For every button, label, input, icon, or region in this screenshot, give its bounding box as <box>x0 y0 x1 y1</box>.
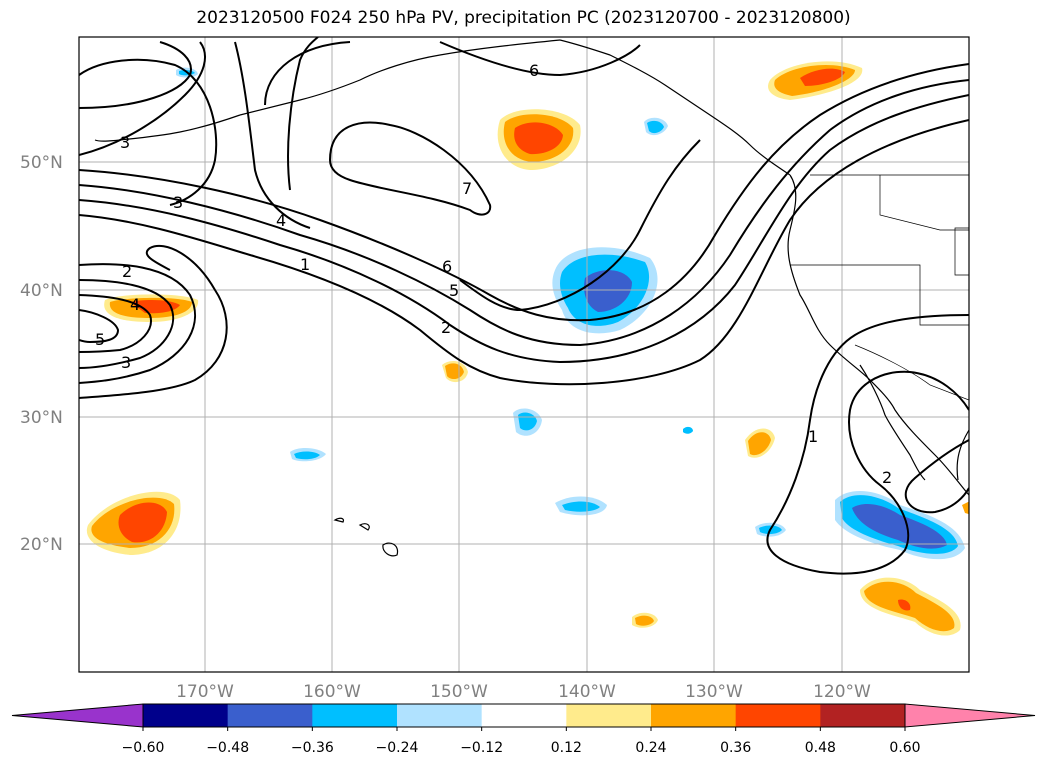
colorbar-segment <box>651 704 737 727</box>
precip-positive-anomalies <box>86 61 969 636</box>
contour-label: 2 <box>441 318 451 337</box>
contour-label: 3 <box>121 353 131 372</box>
graticule <box>79 37 969 672</box>
colorbar-segment <box>481 704 567 727</box>
colorbar-segment <box>820 704 906 727</box>
contour-label: 7 <box>462 179 472 198</box>
lon-label: 170°W <box>176 682 234 702</box>
contour-label: 5 <box>95 330 105 349</box>
contour-label: 2 <box>122 262 132 281</box>
lat-label: 50°N <box>20 153 63 173</box>
country-borders <box>790 174 969 401</box>
contour-label: 6 <box>529 61 539 80</box>
contour-label: 3 <box>120 133 130 152</box>
colorbar-segment <box>735 704 821 727</box>
colorbar-tick-label: 0.12 <box>551 740 582 756</box>
colorbar-tick-label: −0.48 <box>206 740 249 756</box>
latitude-labels: 50°N 40°N 30°N 20°N <box>20 153 63 555</box>
colorbar-tick-labels: −0.60 −0.48 −0.36 −0.24 −0.12 0.12 0.24 0.36 0.4… <box>122 727 921 756</box>
colorbar <box>11 703 1036 728</box>
colorbar-tick-label: −0.24 <box>376 740 419 756</box>
lat-label: 30°N <box>20 408 63 428</box>
lon-label: 150°W <box>430 682 488 702</box>
colorbar-tick-label: −0.12 <box>460 740 503 756</box>
longitude-labels: 170°W 160°W 150°W 140°W 130°W 120°W <box>176 682 871 702</box>
colorbar-segment <box>566 704 652 727</box>
coastlines <box>94 39 969 557</box>
map-frame <box>78 36 970 673</box>
colorbar-segment <box>143 704 229 727</box>
colorbar-extend-low <box>11 703 144 728</box>
lon-label: 160°W <box>303 682 361 702</box>
lon-label: 120°W <box>813 682 871 702</box>
colorbar-tick-label: 0.60 <box>889 740 920 756</box>
colorbar-tick-label: −0.36 <box>291 740 334 756</box>
colorbar-segment <box>227 704 313 727</box>
colorbar-tick-label: 0.48 <box>805 740 836 756</box>
pv-contour-labels: 1 2 3 4 5 6 7 6 3 2 3 4 5 1 2 <box>95 61 892 487</box>
pv-contours <box>79 37 969 575</box>
lon-label: 130°W <box>685 682 743 702</box>
contour-label: 3 <box>173 193 183 212</box>
colorbar-segment <box>397 704 483 727</box>
contour-label: 5 <box>449 281 459 300</box>
lon-label: 140°W <box>558 682 616 702</box>
colorbar-extend-high <box>904 703 1036 728</box>
contour-label: 4 <box>276 211 286 230</box>
contour-label: 4 <box>130 295 140 314</box>
lat-label: 40°N <box>20 281 63 301</box>
contour-label: 2 <box>882 468 892 487</box>
colorbar-tick-label: 0.36 <box>720 740 751 756</box>
contour-label: 1 <box>808 427 818 446</box>
colorbar-segment <box>312 704 398 727</box>
colorbar-frame <box>142 703 906 728</box>
colorbar-tick-label: −0.60 <box>122 740 165 756</box>
lat-label: 20°N <box>20 535 63 555</box>
contour-label: 6 <box>442 257 452 276</box>
colorbar-tick-label: 0.24 <box>635 740 666 756</box>
contour-label: 1 <box>300 255 310 274</box>
figure-title: 2023120500 F024 250 hPa PV, precipitatio… <box>196 8 851 28</box>
